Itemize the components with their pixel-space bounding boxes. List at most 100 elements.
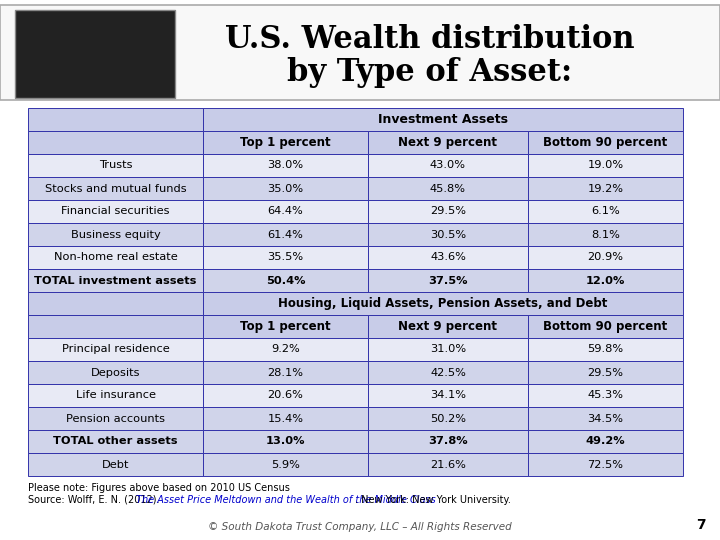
Text: 13.0%: 13.0% (266, 436, 305, 447)
FancyBboxPatch shape (368, 269, 528, 292)
FancyBboxPatch shape (528, 361, 683, 384)
Text: 20.6%: 20.6% (268, 390, 303, 401)
Text: Next 9 percent: Next 9 percent (398, 136, 498, 149)
Text: Next 9 percent: Next 9 percent (398, 320, 498, 333)
Text: 12.0%: 12.0% (586, 275, 625, 286)
FancyBboxPatch shape (15, 10, 175, 98)
Text: 6.1%: 6.1% (591, 206, 620, 217)
Text: 9.2%: 9.2% (271, 345, 300, 354)
Text: 34.1%: 34.1% (430, 390, 466, 401)
FancyBboxPatch shape (28, 453, 203, 476)
Text: 7: 7 (696, 518, 706, 532)
Text: 30.5%: 30.5% (430, 230, 466, 240)
FancyBboxPatch shape (528, 131, 683, 154)
Text: 61.4%: 61.4% (268, 230, 303, 240)
FancyBboxPatch shape (368, 384, 528, 407)
FancyBboxPatch shape (203, 361, 368, 384)
Text: 43.6%: 43.6% (430, 253, 466, 262)
FancyBboxPatch shape (528, 269, 683, 292)
Text: 38.0%: 38.0% (267, 160, 304, 171)
FancyBboxPatch shape (203, 108, 683, 131)
FancyBboxPatch shape (28, 430, 203, 453)
FancyBboxPatch shape (28, 292, 203, 315)
Text: Top 1 percent: Top 1 percent (240, 320, 330, 333)
Text: Financial securities: Financial securities (61, 206, 170, 217)
Text: 20.9%: 20.9% (588, 253, 624, 262)
FancyBboxPatch shape (528, 200, 683, 223)
Text: 21.6%: 21.6% (430, 460, 466, 469)
FancyBboxPatch shape (203, 338, 368, 361)
FancyBboxPatch shape (28, 361, 203, 384)
FancyBboxPatch shape (28, 338, 203, 361)
Text: 50.4%: 50.4% (266, 275, 305, 286)
FancyBboxPatch shape (203, 223, 368, 246)
FancyBboxPatch shape (368, 407, 528, 430)
FancyBboxPatch shape (28, 131, 203, 154)
FancyBboxPatch shape (368, 223, 528, 246)
FancyBboxPatch shape (528, 154, 683, 177)
Text: 43.0%: 43.0% (430, 160, 466, 171)
Text: Deposits: Deposits (91, 368, 140, 377)
FancyBboxPatch shape (368, 361, 528, 384)
FancyBboxPatch shape (203, 154, 368, 177)
FancyBboxPatch shape (528, 338, 683, 361)
Text: Trusts: Trusts (99, 160, 132, 171)
Text: U.S. Wealth distribution: U.S. Wealth distribution (225, 24, 635, 55)
FancyBboxPatch shape (368, 131, 528, 154)
Text: 31.0%: 31.0% (430, 345, 466, 354)
FancyBboxPatch shape (28, 177, 203, 200)
Text: Bottom 90 percent: Bottom 90 percent (544, 320, 667, 333)
Text: 19.2%: 19.2% (588, 184, 624, 193)
FancyBboxPatch shape (528, 384, 683, 407)
Text: Investment Assets: Investment Assets (378, 113, 508, 126)
Text: by Type of Asset:: by Type of Asset: (287, 57, 572, 89)
FancyBboxPatch shape (368, 200, 528, 223)
FancyBboxPatch shape (368, 338, 528, 361)
Text: 29.5%: 29.5% (588, 368, 624, 377)
Text: 28.1%: 28.1% (268, 368, 304, 377)
Text: Stocks and mutual funds: Stocks and mutual funds (45, 184, 186, 193)
Text: 19.0%: 19.0% (588, 160, 624, 171)
Text: The Asset Price Meltdown and the Wealth of the Middle Class: The Asset Price Meltdown and the Wealth … (136, 495, 436, 505)
Text: 29.5%: 29.5% (430, 206, 466, 217)
Text: Principal residence: Principal residence (62, 345, 169, 354)
FancyBboxPatch shape (28, 200, 203, 223)
Text: . New York: New York University.: . New York: New York University. (356, 495, 511, 505)
Text: TOTAL investment assets: TOTAL investment assets (35, 275, 197, 286)
FancyBboxPatch shape (528, 315, 683, 338)
Text: TOTAL other assets: TOTAL other assets (53, 436, 178, 447)
Text: Business equity: Business equity (71, 230, 161, 240)
FancyBboxPatch shape (528, 246, 683, 269)
Text: 37.5%: 37.5% (428, 275, 468, 286)
Text: 8.1%: 8.1% (591, 230, 620, 240)
Text: Debt: Debt (102, 460, 130, 469)
FancyBboxPatch shape (203, 292, 683, 315)
FancyBboxPatch shape (203, 269, 368, 292)
FancyBboxPatch shape (368, 453, 528, 476)
FancyBboxPatch shape (368, 430, 528, 453)
Text: 5.9%: 5.9% (271, 460, 300, 469)
Text: Pension accounts: Pension accounts (66, 414, 165, 423)
FancyBboxPatch shape (203, 453, 368, 476)
FancyBboxPatch shape (528, 430, 683, 453)
FancyBboxPatch shape (203, 384, 368, 407)
Text: 72.5%: 72.5% (588, 460, 624, 469)
FancyBboxPatch shape (203, 407, 368, 430)
Text: Please note: Figures above based on 2010 US Census: Please note: Figures above based on 2010… (28, 483, 290, 493)
FancyBboxPatch shape (368, 315, 528, 338)
Text: 35.5%: 35.5% (267, 253, 304, 262)
FancyBboxPatch shape (28, 407, 203, 430)
Text: © South Dakota Trust Company, LLC – All Rights Reserved: © South Dakota Trust Company, LLC – All … (208, 522, 512, 532)
FancyBboxPatch shape (528, 453, 683, 476)
FancyBboxPatch shape (528, 407, 683, 430)
Text: Non-home real estate: Non-home real estate (53, 253, 177, 262)
FancyBboxPatch shape (28, 108, 203, 131)
FancyBboxPatch shape (528, 177, 683, 200)
FancyBboxPatch shape (28, 384, 203, 407)
FancyBboxPatch shape (28, 315, 203, 338)
Text: 37.8%: 37.8% (428, 436, 468, 447)
Text: 42.5%: 42.5% (430, 368, 466, 377)
Text: 15.4%: 15.4% (268, 414, 304, 423)
Text: 45.3%: 45.3% (588, 390, 624, 401)
FancyBboxPatch shape (0, 5, 720, 100)
